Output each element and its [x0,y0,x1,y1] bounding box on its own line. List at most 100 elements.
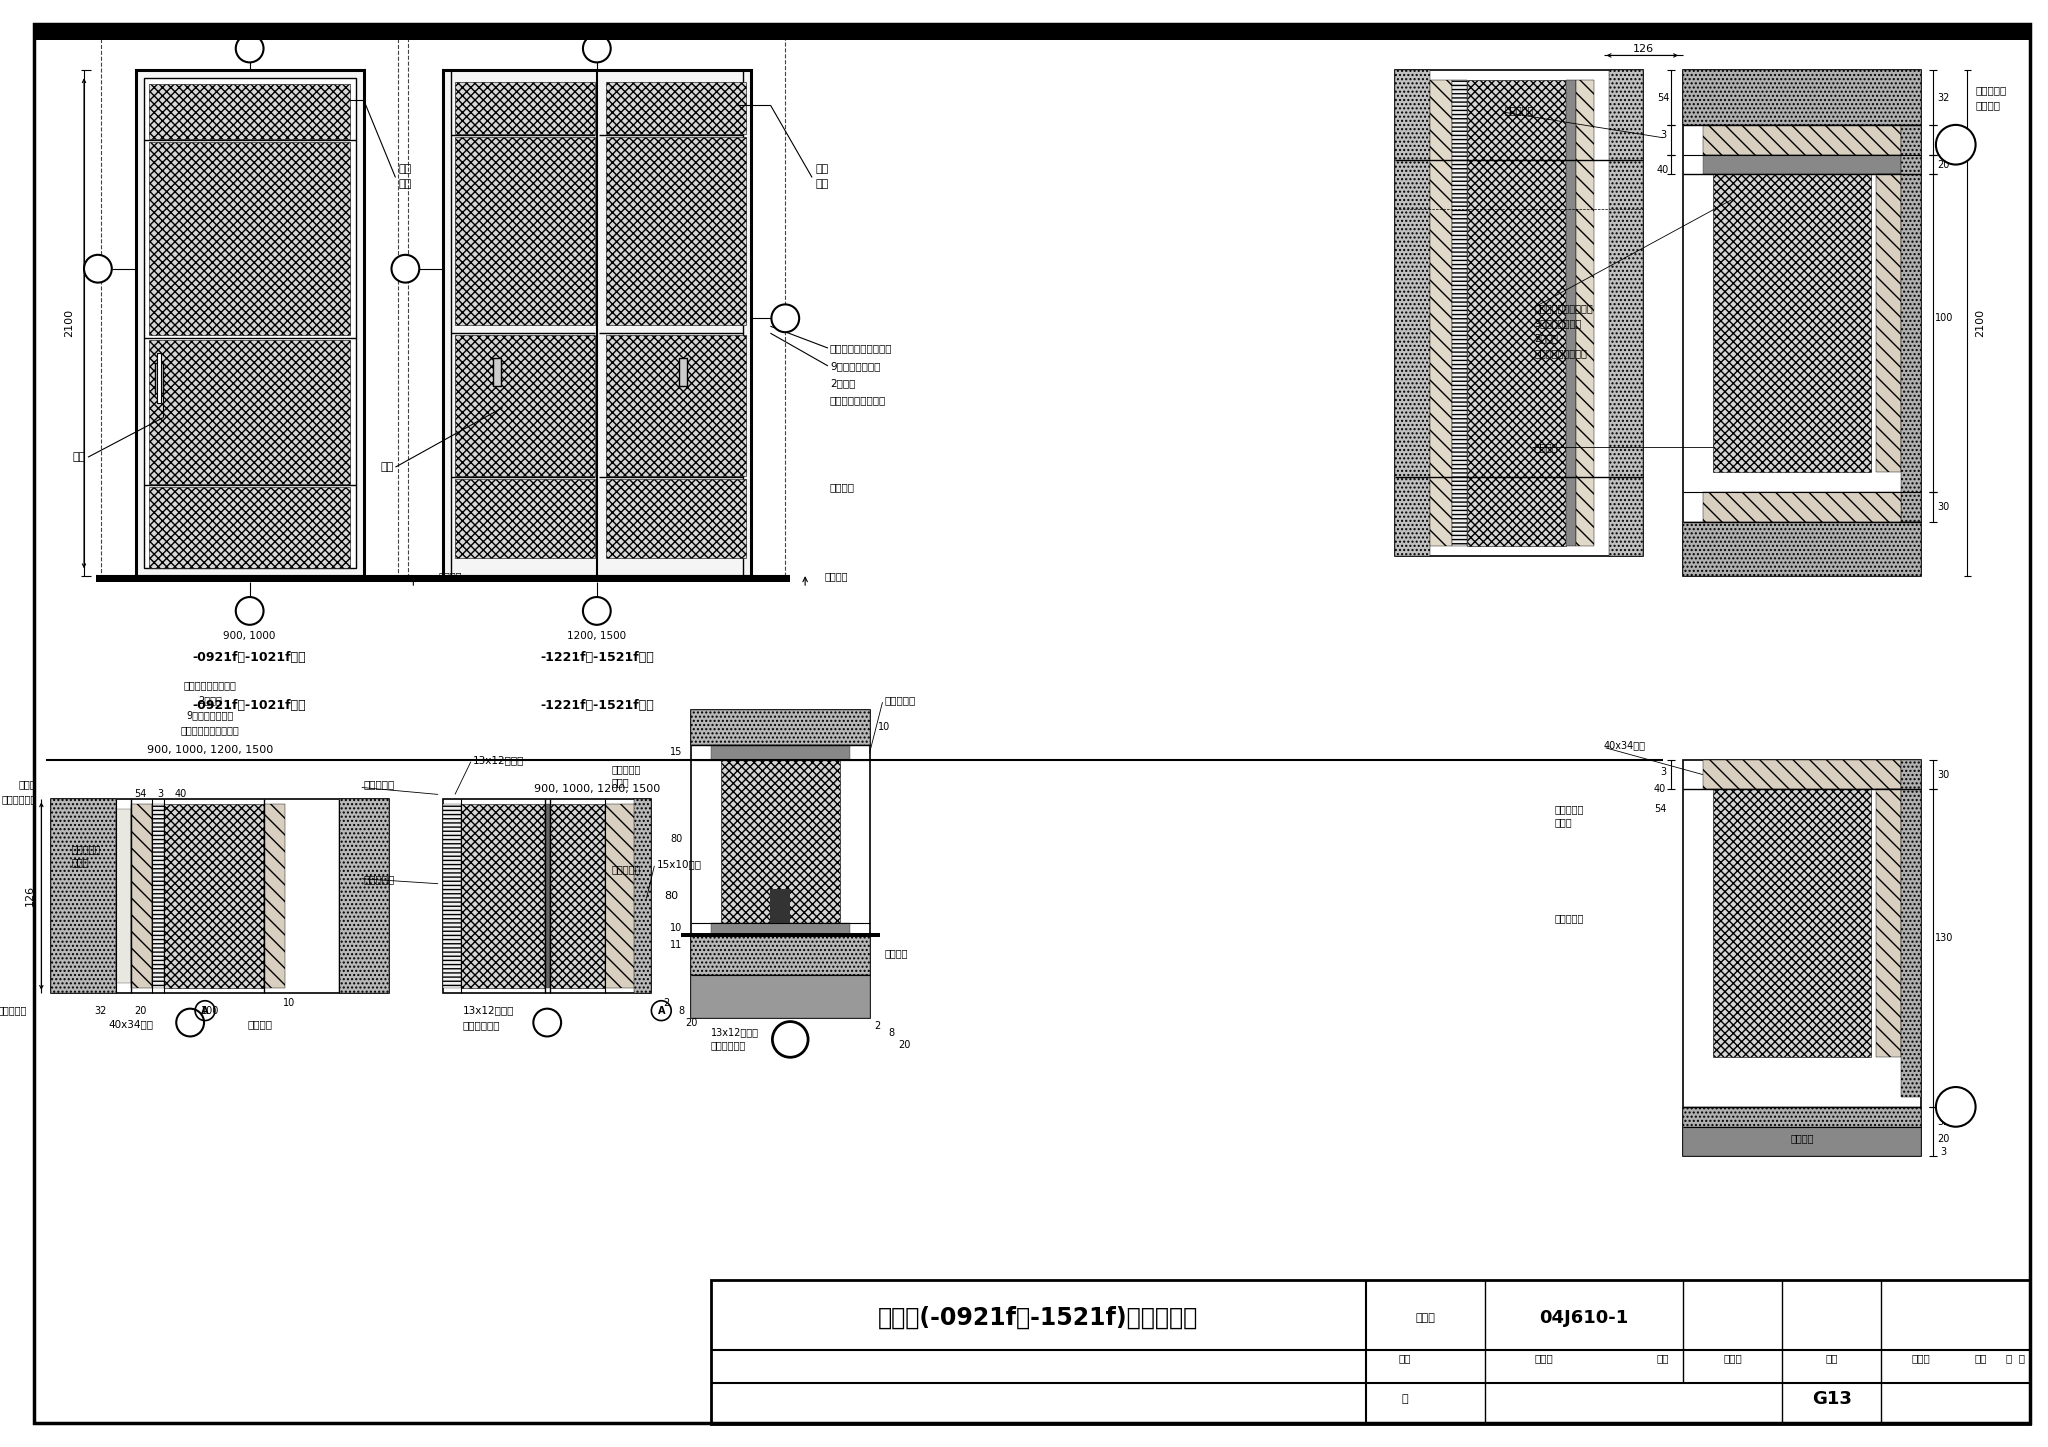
Text: 2100: 2100 [63,310,74,337]
Text: 设计确定: 设计确定 [1976,100,2001,110]
Bar [1683,760,1921,1156]
Text: 隔音密封条: 隔音密封条 [885,695,915,705]
Text: 木贴脸项目: 木贴脸项目 [1976,85,2007,96]
Text: 20: 20 [135,1006,147,1016]
Bar [455,82,594,133]
Text: 54: 54 [1655,805,1667,815]
Text: 1200, 1500: 1200, 1500 [567,631,627,641]
Bar [455,479,594,559]
Bar [1430,80,1452,547]
Text: 2: 2 [664,998,670,1007]
Bar [1683,71,1921,124]
Text: 126: 126 [1632,43,1655,54]
Bar [150,142,350,336]
Bar [770,888,791,923]
Text: 10: 10 [283,998,295,1007]
Text: 80: 80 [670,833,682,844]
Circle shape [532,1009,561,1036]
Bar [1702,155,1901,175]
Text: 审核: 审核 [1399,1353,1411,1363]
Text: 图集号: 图集号 [1415,1314,1436,1323]
Text: 聚氨酯发泡: 聚氨酯发泡 [1554,805,1583,815]
Text: 54: 54 [135,790,147,799]
Text: 1: 1 [399,262,412,276]
Text: 李正阁: 李正阁 [1911,1353,1931,1363]
Text: 多孔材料由项目确定: 多孔材料由项目确定 [184,680,236,690]
Bar [721,760,840,923]
Text: 皮革软包: 皮革软包 [829,482,854,492]
Text: 2厚钢板: 2厚钢板 [829,378,856,388]
Text: 金属连接件: 金属连接件 [1505,106,1534,114]
Text: 2厚钢板: 2厚钢板 [199,695,221,705]
Text: 40: 40 [174,790,186,799]
Bar [51,799,117,993]
Text: 金属连接件: 金属连接件 [1554,913,1583,923]
Text: 126: 126 [25,886,35,906]
Text: 4: 4 [244,603,254,618]
Bar [100,36,399,576]
Text: 130: 130 [1935,933,1954,943]
Bar [51,799,389,993]
Text: 8: 8 [889,1029,895,1039]
Text: 20: 20 [1937,159,1950,169]
Text: 软包: 软包 [399,179,412,190]
Bar [408,36,784,576]
Text: 皮革软包: 皮革软包 [248,1020,272,1030]
Text: 饰面三合板或实木薄片: 饰面三合板或实木薄片 [829,343,893,353]
Text: A: A [784,1030,797,1049]
Text: 隨声门(-0921f～-1521f)立面及详图: 隨声门(-0921f～-1521f)立面及详图 [879,1307,1198,1330]
Text: 2: 2 [874,1020,881,1030]
Bar [1683,1107,1921,1156]
Text: 13x12密封条: 13x12密封条 [473,755,524,764]
Text: 2厚钢板: 2厚钢板 [1534,333,1559,343]
Bar [338,799,389,993]
Bar [606,82,745,133]
Bar [442,799,651,993]
Text: 900, 1000: 900, 1000 [223,631,276,641]
Bar [633,799,651,993]
Text: 室内标高: 室内标高 [885,948,907,958]
Text: 3: 3 [158,790,164,799]
Text: 30: 30 [1937,770,1950,780]
Text: -0921f、-1021f立面: -0921f、-1021f立面 [193,651,307,664]
Bar [150,84,350,139]
Text: 聚氨酯发泡: 聚氨酯发泡 [72,844,100,854]
Text: 40x34木条: 40x34木条 [109,1020,154,1030]
Text: 13x12密封条: 13x12密封条 [463,1006,514,1016]
Text: 20: 20 [1937,1133,1950,1143]
Bar [1466,80,1567,547]
Text: 20: 20 [899,1040,911,1051]
Text: 54: 54 [1657,93,1669,103]
Bar [442,71,750,576]
Bar [1712,175,1872,472]
Text: 隔音密封条: 隔音密封条 [365,780,395,790]
Circle shape [1935,124,1976,165]
Bar [1608,71,1642,556]
Bar [680,357,686,386]
Circle shape [176,1009,205,1036]
Text: 900, 1000, 1200, 1500: 900, 1000, 1200, 1500 [535,784,659,794]
Bar [461,805,545,988]
Text: 4: 4 [592,603,602,618]
Bar [1683,71,1921,576]
Bar [455,336,594,476]
Text: -1221f、-1521f立面: -1221f、-1521f立面 [541,651,653,664]
Bar [158,353,162,402]
Text: 20: 20 [684,1017,696,1027]
Text: 制图: 制图 [1657,1353,1669,1363]
Text: 胶填充: 胶填充 [72,857,88,867]
Text: 15x10木条: 15x10木条 [655,860,700,868]
Text: 皮革: 皮革 [399,165,412,175]
Text: 3: 3 [1942,135,1948,145]
Bar [1876,790,1901,1058]
Text: 40: 40 [1655,784,1667,794]
Bar [711,1281,2030,1424]
Text: 9厚中密度板二层: 9厚中密度板二层 [1534,318,1581,328]
Bar [711,923,850,935]
Text: 饰面三合板或实木薄片: 饰面三合板或实木薄片 [1534,304,1593,314]
Bar [551,805,604,988]
Bar [1901,760,1921,1097]
Text: 3: 3 [592,41,602,56]
Text: 32: 32 [1937,93,1950,103]
Bar [150,340,350,483]
